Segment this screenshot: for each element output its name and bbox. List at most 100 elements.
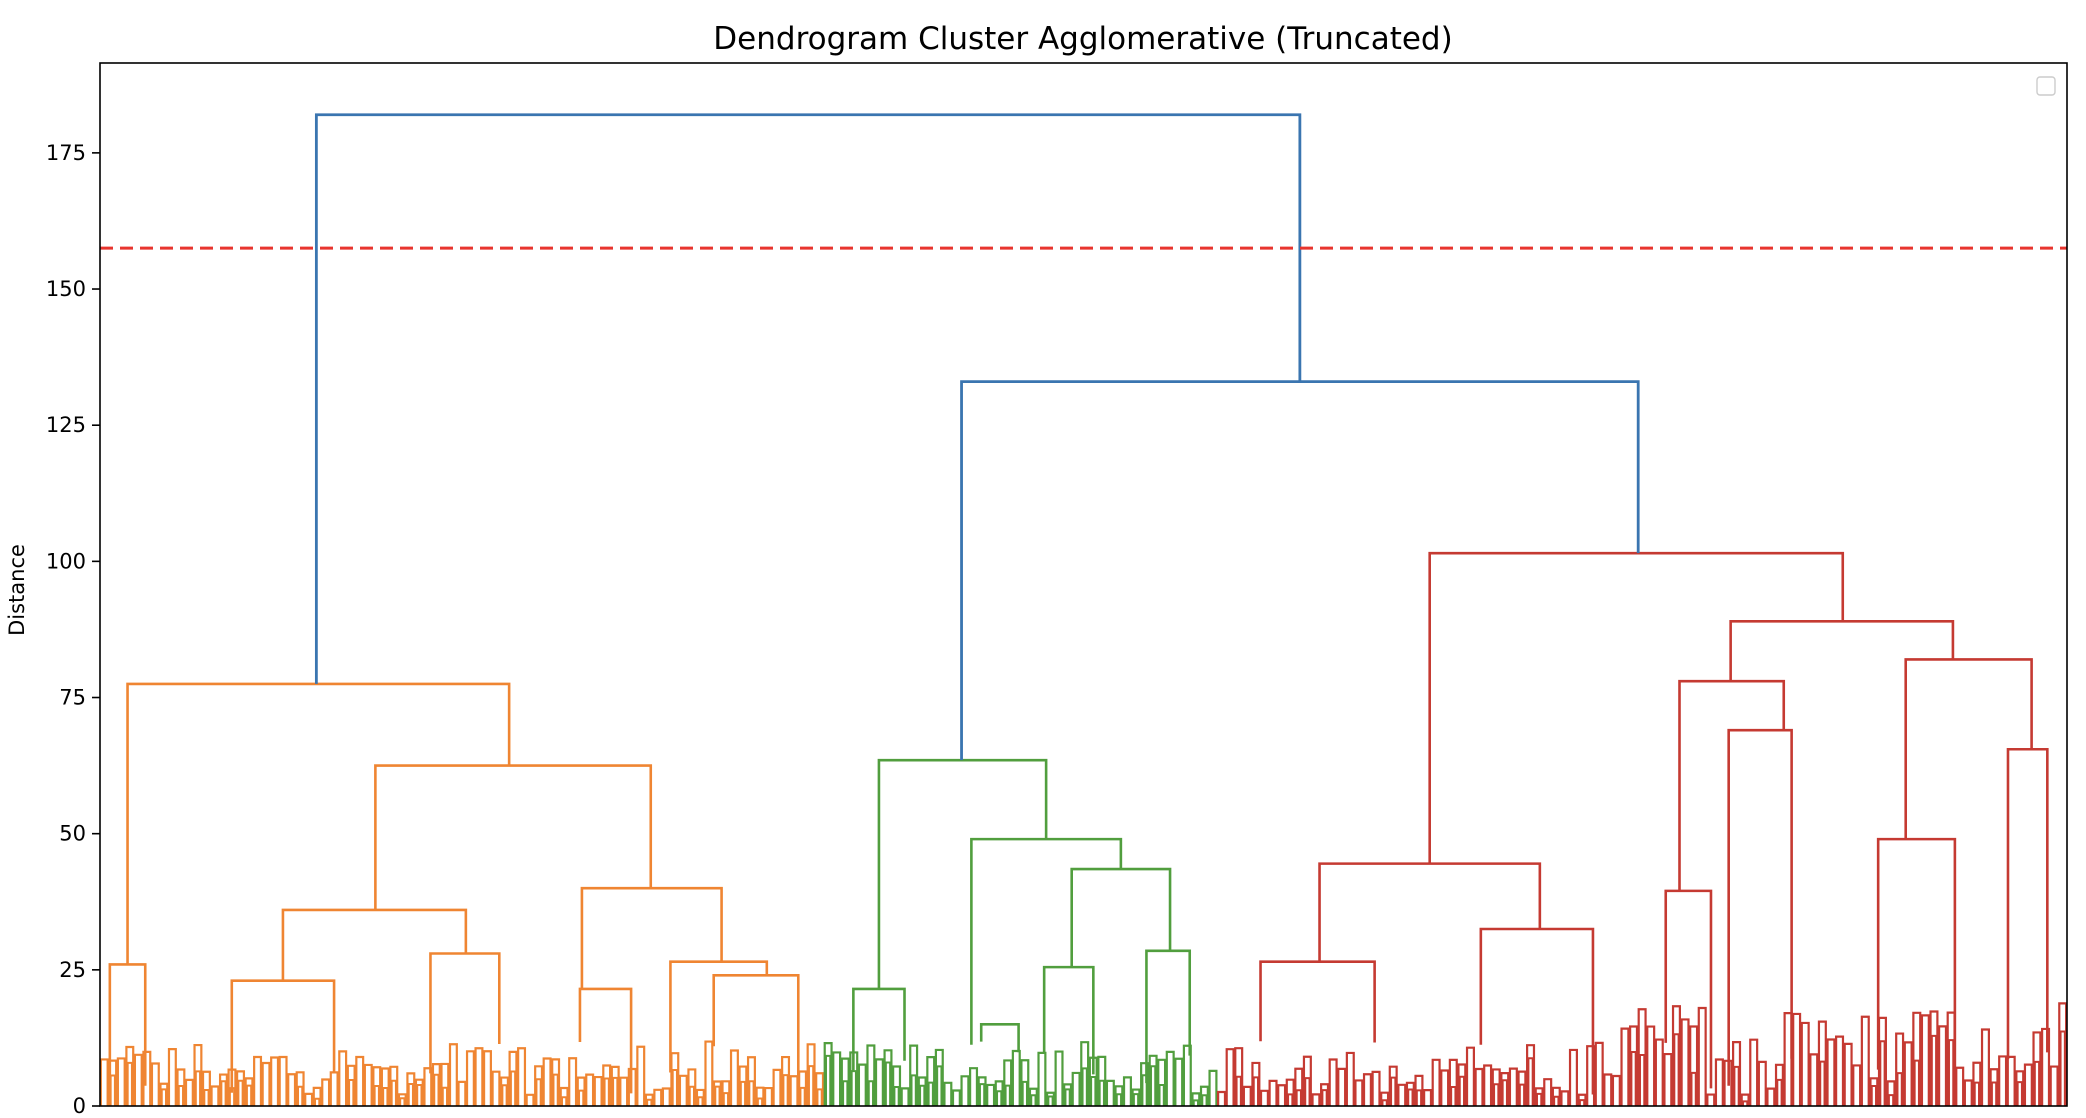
y-tick-label: 175 (46, 141, 86, 165)
leaf-link (1732, 1041, 1742, 1106)
leaf-link (1020, 1059, 1030, 1106)
leaf-link (236, 1070, 246, 1106)
leaf-link (1440, 1069, 1450, 1106)
leaf-link (1234, 1047, 1244, 1106)
leaf-link (900, 1087, 910, 1106)
leaf-link (697, 1096, 704, 1106)
leaf-link (1819, 1060, 1826, 1106)
leaf-link (1004, 1084, 1011, 1106)
leaf-link (712, 1080, 722, 1106)
leaf-link (1192, 1099, 1200, 1106)
leaf-link (893, 1086, 900, 1106)
leaf-link (296, 1085, 304, 1106)
leaf-link (1115, 1093, 1123, 1106)
leaf-link (407, 1083, 414, 1106)
leaf-link (194, 1070, 202, 1106)
cluster-link (1318, 862, 1542, 962)
leaf-link (585, 1073, 595, 1106)
leaf-link (1638, 1054, 1646, 1106)
leaf-link (1252, 1076, 1260, 1106)
y-tick-label: 50 (59, 822, 86, 846)
leaf-link (748, 1080, 755, 1106)
leaf-link (126, 1061, 133, 1106)
leaf-link (160, 1088, 167, 1106)
leaf-link (1321, 1089, 1328, 1106)
y-tick-label: 0 (73, 1094, 86, 1118)
leaf-link (270, 1056, 280, 1106)
leaf-link (517, 1047, 527, 1106)
leaf-link (482, 1050, 492, 1106)
leaf-link (1090, 1075, 1097, 1106)
leaf-link (636, 1045, 646, 1106)
leaf-link (1963, 1079, 1973, 1106)
leaf-link (936, 1065, 943, 1106)
leaf-link (2059, 1030, 2066, 1106)
cluster-link (1259, 960, 1376, 1043)
leaf-link (789, 1075, 799, 1106)
cluster-link (1428, 551, 1845, 864)
leaf-link (1277, 1084, 1287, 1106)
leaf-link (142, 1050, 152, 1106)
cluster-link (1664, 889, 1713, 1089)
leaf-link (314, 1097, 321, 1106)
leaf-link (1620, 1027, 1630, 1106)
links-layer (99, 113, 2068, 1106)
leaf-link (1501, 1079, 1508, 1106)
leaf-link (1080, 1041, 1090, 1106)
leaf-link (1259, 1089, 1269, 1106)
leaf-link (1251, 1061, 1261, 1106)
leaf-link (509, 1070, 517, 1106)
leaf-link (346, 1064, 356, 1106)
leaf-link (1749, 1038, 1759, 1106)
leaf-link (433, 1073, 440, 1106)
leaf-link (1594, 1041, 1604, 1106)
top-link (314, 113, 1302, 684)
leaf-link (687, 1068, 697, 1106)
leaf-link (253, 1055, 263, 1106)
leaf-link (1500, 1072, 1510, 1106)
leaf-link (1235, 1075, 1242, 1106)
leaf-link (610, 1065, 620, 1106)
leaf-link (244, 1077, 254, 1106)
leaf-link (763, 1086, 774, 1106)
leaf-link (261, 1061, 271, 1106)
cluster-link (979, 1023, 1020, 1053)
leaf-link (1148, 1054, 1158, 1106)
leaf-link (883, 1049, 893, 1106)
leaf-link (576, 1076, 586, 1106)
leaf-link (552, 1073, 559, 1106)
leaf-link (1450, 1085, 1457, 1106)
cluster-link (1042, 965, 1095, 1075)
leaf-link (1064, 1088, 1071, 1106)
leaf-link (1294, 1067, 1304, 1106)
leaf-link (612, 1076, 619, 1106)
leaf-link (397, 1093, 407, 1106)
leaf-link (1534, 1087, 1544, 1106)
leaf-link (746, 1056, 756, 1106)
leaf-link (1757, 1060, 1767, 1106)
leaf-link (842, 1080, 849, 1106)
leaf-link (2023, 1063, 2033, 1106)
cluster-link (1145, 949, 1192, 1084)
top-link (960, 380, 1640, 761)
leaf-link (739, 1080, 747, 1106)
leaf-link (133, 1053, 143, 1106)
leaf-link (816, 1088, 823, 1106)
leaf-link (996, 1090, 1003, 1106)
cluster-link (1904, 658, 2033, 840)
leaf-link (1938, 1025, 1948, 1106)
leaf-link (1465, 1046, 1475, 1106)
leaf-link (1973, 1081, 1981, 1106)
leaf-link (287, 1073, 297, 1106)
leaf-link (1903, 1041, 1913, 1106)
leaf-link (1912, 1011, 1922, 1106)
leaf-link (177, 1085, 185, 1106)
leaf-link (1217, 1090, 1227, 1106)
leaf-link (832, 1051, 842, 1106)
leaf-link (671, 1069, 678, 1106)
leaf-link (508, 1050, 518, 1106)
leaf-link (1225, 1048, 1235, 1106)
leaf-link (1543, 1078, 1553, 1106)
leaf-link (295, 1071, 305, 1106)
leaf-link (823, 1042, 833, 1106)
